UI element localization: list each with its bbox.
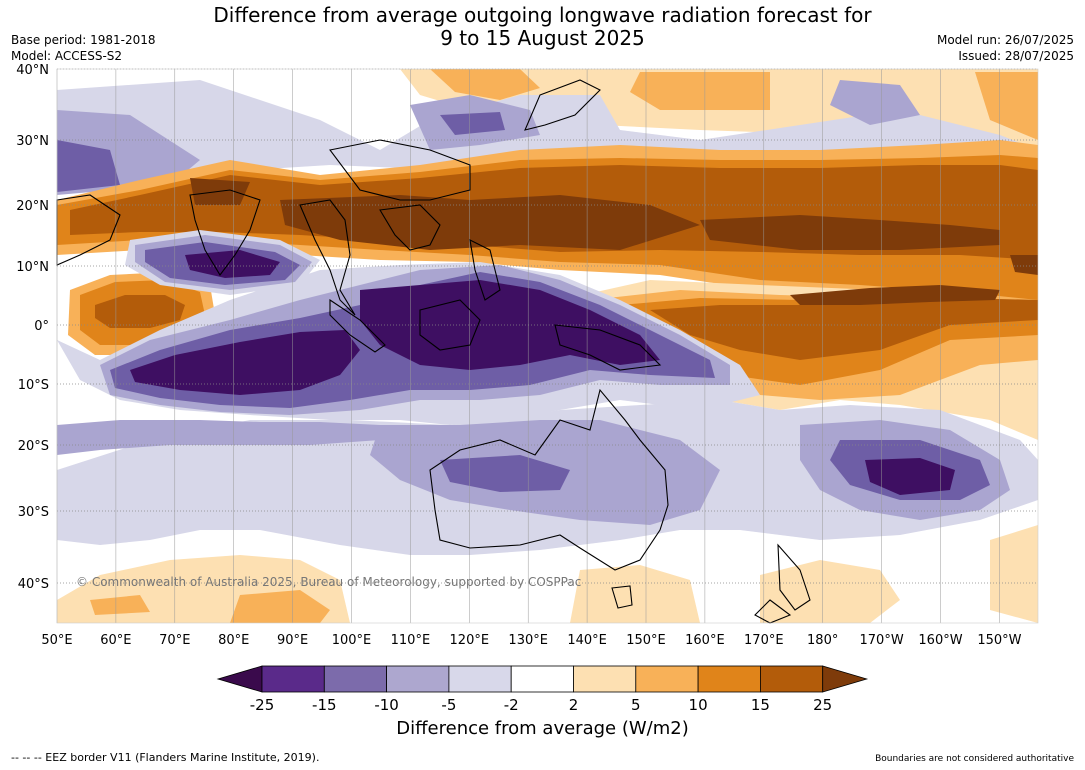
china-coast — [329, 139, 471, 201]
lat-label: 40°S — [18, 577, 49, 592]
lat-label: 30°N — [16, 134, 49, 149]
lat-label: 0° — [34, 319, 49, 334]
colorbar-extend-high — [822, 665, 869, 693]
lat-label: 20°S — [18, 439, 49, 454]
colorbar: -25 -15 -10 -5 -2 2 5 10 15 25 — [216, 665, 869, 714]
colorbar-swatch — [386, 665, 450, 693]
purple-mid-south — [440, 440, 990, 500]
lat-label: 40°N — [16, 63, 49, 78]
lon-label: 100°E — [332, 633, 372, 648]
lon-label: 50°E — [41, 633, 72, 648]
sumatra-coast — [329, 298, 386, 353]
colorbar-swatch — [697, 665, 761, 693]
colorbar-title: Difference from average (W/m2) — [396, 718, 689, 739]
base-period-label: Base period: 1981-2018 — [11, 33, 156, 47]
orange-light-region — [430, 69, 1038, 140]
lon-label: 170°E — [744, 633, 784, 648]
title-line-2: 9 to 15 August 2025 — [440, 26, 645, 50]
longitude-labels: 50°E 60°E 70°E 80°E 90°E 100°E 110°E 120°E 130°E… — [41, 633, 1021, 648]
lat-label: 10°S — [18, 378, 49, 393]
india-coast — [189, 189, 261, 276]
colorbar-tick-label: -10 — [374, 696, 399, 714]
title-line-1: Difference from average outgoing longwav… — [213, 3, 872, 27]
brown-core-pacific — [790, 255, 1038, 305]
lon-label: 130°E — [508, 633, 548, 648]
colorbar-swatch — [635, 665, 699, 693]
lon-label: 70°E — [159, 633, 190, 648]
colorbar-swatch — [448, 665, 512, 693]
coastlines — [56, 79, 811, 624]
gridlines — [56, 68, 1038, 623]
colorbar-tick-label: 2 — [569, 696, 579, 714]
lon-label: 120°E — [450, 633, 490, 648]
colorbar-extend-low — [216, 665, 263, 693]
colorbar-swatch — [573, 665, 637, 693]
colorbar-swatch — [760, 665, 824, 693]
colorbar-tick-label: 10 — [689, 696, 708, 714]
colorbar-swatch — [323, 665, 387, 693]
borneo-coast — [419, 299, 481, 351]
latitude-labels: 40°N 30°N 20°N 10°N 0° 10°S 20°S 30°S 40°S — [16, 63, 49, 592]
orange-blob-arabian-strong — [95, 295, 185, 328]
lon-label: 150°E — [626, 633, 666, 648]
colorbar-swatch — [510, 665, 574, 693]
colorbar-tick-label: 25 — [813, 696, 832, 714]
lon-label: 180° — [807, 633, 838, 648]
purple-strong-tropics — [130, 250, 660, 395]
map-title: Difference from average outgoing longwav… — [0, 4, 1085, 50]
plot-frame — [56, 68, 1039, 624]
australia-coast — [429, 388, 669, 571]
tasmania-coast — [611, 585, 633, 609]
model-run-label: Model run: 26/07/2025 — [936, 33, 1074, 47]
colorbar-tick-label: 5 — [631, 696, 641, 714]
boundaries-disclaimer: Boundaries are not considered authoritat… — [875, 754, 1074, 764]
orange-light-south — [90, 590, 330, 623]
lat-label: 20°N — [16, 199, 49, 214]
lon-label: 90°E — [277, 633, 308, 648]
lat-label: 30°S — [18, 505, 49, 520]
lon-label: 160°W — [918, 633, 962, 648]
copyright-text: © Commonwealth of Australia 2025, Bureau… — [76, 575, 581, 589]
lon-label: 140°E — [567, 633, 607, 648]
lon-label: 170°W — [860, 633, 904, 648]
meta-left: Base period: 1981-2018 Model: ACCESS-S2 — [11, 32, 156, 64]
lat-label: 10°N — [16, 260, 49, 275]
colorbar-tick-label: 15 — [751, 696, 770, 714]
colorbar-tick-label: -2 — [504, 696, 519, 714]
lon-label: 150°W — [977, 633, 1021, 648]
anomaly-field — [57, 69, 1038, 623]
meta-right: Model run: 26/07/2025 Issued: 28/07/2025 — [937, 32, 1074, 64]
brown-core-north — [190, 178, 1000, 250]
issued-label: Issued: 28/07/2025 — [958, 49, 1074, 63]
colorbar-tick-label: -25 — [250, 696, 275, 714]
southeast-asia-coast — [299, 199, 441, 316]
orange-band-pacific-deep — [650, 298, 1038, 360]
new-guinea-coast — [554, 324, 662, 371]
colorbar-tick-label: -15 — [312, 696, 337, 714]
lon-label: 110°E — [391, 633, 431, 648]
purple-strong-north — [57, 112, 505, 192]
purple-strong-south — [865, 458, 955, 495]
eez-legend: -- -- -- EEZ border V11 (Flanders Marine… — [11, 751, 320, 764]
philippines-coast — [469, 239, 501, 301]
colorbar-swatch — [261, 665, 325, 693]
lon-label: 80°E — [218, 633, 249, 648]
model-label: Model: ACCESS-S2 — [11, 49, 123, 63]
lon-label: 160°E — [685, 633, 725, 648]
colorbar-tick-label: -5 — [441, 696, 456, 714]
purple-mid-north — [57, 80, 920, 195]
japan-coast — [524, 79, 601, 131]
lon-label: 60°E — [100, 633, 131, 648]
